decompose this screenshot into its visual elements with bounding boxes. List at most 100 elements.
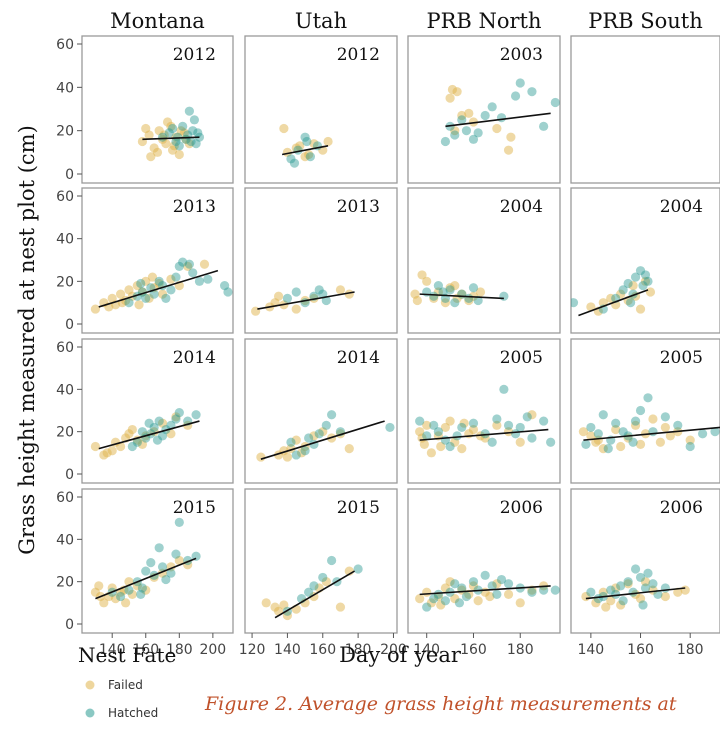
point-hatched xyxy=(496,574,507,585)
point-failed xyxy=(503,145,514,155)
point-hatched xyxy=(178,121,188,131)
panel-year-label: 2006 xyxy=(660,498,703,518)
panel-marks xyxy=(571,266,656,317)
point-hatched xyxy=(304,433,314,443)
y-tick-label: 60 xyxy=(56,490,74,506)
y-tick-label: 40 xyxy=(56,80,74,96)
panel-border xyxy=(570,338,720,484)
point-hatched xyxy=(606,585,616,595)
y-tick-label: 40 xyxy=(56,382,74,398)
trend-line xyxy=(281,145,329,156)
y-tick-label: 20 xyxy=(56,575,74,591)
point-hatched xyxy=(173,132,183,142)
point-hatched xyxy=(487,437,497,447)
point-hatched xyxy=(154,416,164,426)
point-hatched xyxy=(161,574,171,585)
point-hatched xyxy=(638,600,648,610)
x-tick-label: 160 xyxy=(309,642,336,658)
point-hatched xyxy=(291,287,301,297)
panel-border xyxy=(407,488,561,634)
point-hatched xyxy=(136,589,146,599)
point-hatched xyxy=(643,276,653,286)
panel-marks xyxy=(90,257,233,314)
legend-title: Nest Fate xyxy=(78,643,176,667)
point-hatched xyxy=(385,422,395,433)
point-hatched xyxy=(433,281,443,291)
point-hatched xyxy=(539,585,549,595)
panel-border xyxy=(407,35,561,184)
panel-marks xyxy=(90,408,201,460)
point-hatched xyxy=(611,418,621,428)
point-failed xyxy=(141,276,151,286)
x-tick-label: 140 xyxy=(274,642,301,658)
point-failed xyxy=(261,598,271,608)
panel-marks xyxy=(415,570,560,612)
trend-line xyxy=(445,112,551,128)
point-failed xyxy=(648,414,658,424)
point-failed xyxy=(445,577,455,587)
point-hatched xyxy=(191,410,201,420)
point-hatched xyxy=(603,444,613,454)
panel-border xyxy=(570,35,720,184)
panel-year-label: 2006 xyxy=(500,498,543,518)
point-hatched xyxy=(611,589,621,599)
point-hatched xyxy=(194,276,205,286)
panel: 2012 xyxy=(244,35,398,184)
point-hatched xyxy=(640,583,651,593)
column-titles: Montana Utah PRB North PRB South xyxy=(110,9,703,33)
point-failed xyxy=(159,130,169,140)
point-hatched xyxy=(618,285,628,295)
trend-line xyxy=(585,587,686,600)
point-hatched xyxy=(623,278,633,289)
point-hatched xyxy=(166,568,176,578)
panel: 2005 xyxy=(407,338,561,484)
point-hatched xyxy=(550,97,560,108)
point-failed xyxy=(578,427,589,437)
panel-border xyxy=(407,187,561,334)
point-failed xyxy=(635,594,646,604)
point-hatched xyxy=(184,106,194,116)
point-failed xyxy=(127,589,137,599)
point-hatched xyxy=(473,128,483,138)
panel-border xyxy=(407,338,561,484)
point-hatched xyxy=(171,414,181,424)
point-hatched xyxy=(174,141,184,151)
point-hatched xyxy=(480,570,490,580)
point-failed xyxy=(422,276,432,286)
point-hatched xyxy=(628,587,638,597)
point-failed xyxy=(149,572,159,583)
panel-marks xyxy=(137,106,205,162)
point-failed xyxy=(115,289,126,299)
point-hatched xyxy=(480,429,490,439)
panel: 2004 xyxy=(570,187,720,334)
point-hatched xyxy=(429,291,439,301)
point-hatched xyxy=(643,393,653,403)
point-failed xyxy=(457,110,467,121)
point-failed xyxy=(417,270,427,280)
point-failed xyxy=(154,278,164,289)
panel-border xyxy=(81,35,234,184)
point-hatched xyxy=(445,441,455,452)
point-failed xyxy=(440,298,451,308)
point-hatched xyxy=(161,293,171,303)
panel: 2003 xyxy=(407,35,561,184)
point-failed xyxy=(586,431,596,441)
point-hatched xyxy=(321,295,331,306)
panel: 2012 xyxy=(81,35,234,184)
point-failed xyxy=(503,427,514,437)
point-failed xyxy=(168,145,178,155)
point-hatched xyxy=(193,128,203,138)
x-tick-label: 200 xyxy=(380,642,407,658)
point-hatched xyxy=(191,139,201,149)
point-hatched xyxy=(464,293,474,303)
panel-year-label: 2005 xyxy=(660,348,703,368)
point-failed xyxy=(630,420,641,430)
point-failed xyxy=(412,295,422,306)
panel-border xyxy=(244,35,398,184)
panel-marks xyxy=(279,123,333,168)
legend-swatch-hatched xyxy=(85,708,95,718)
point-failed xyxy=(673,587,683,597)
point-hatched xyxy=(510,91,521,101)
point-failed xyxy=(426,448,436,458)
